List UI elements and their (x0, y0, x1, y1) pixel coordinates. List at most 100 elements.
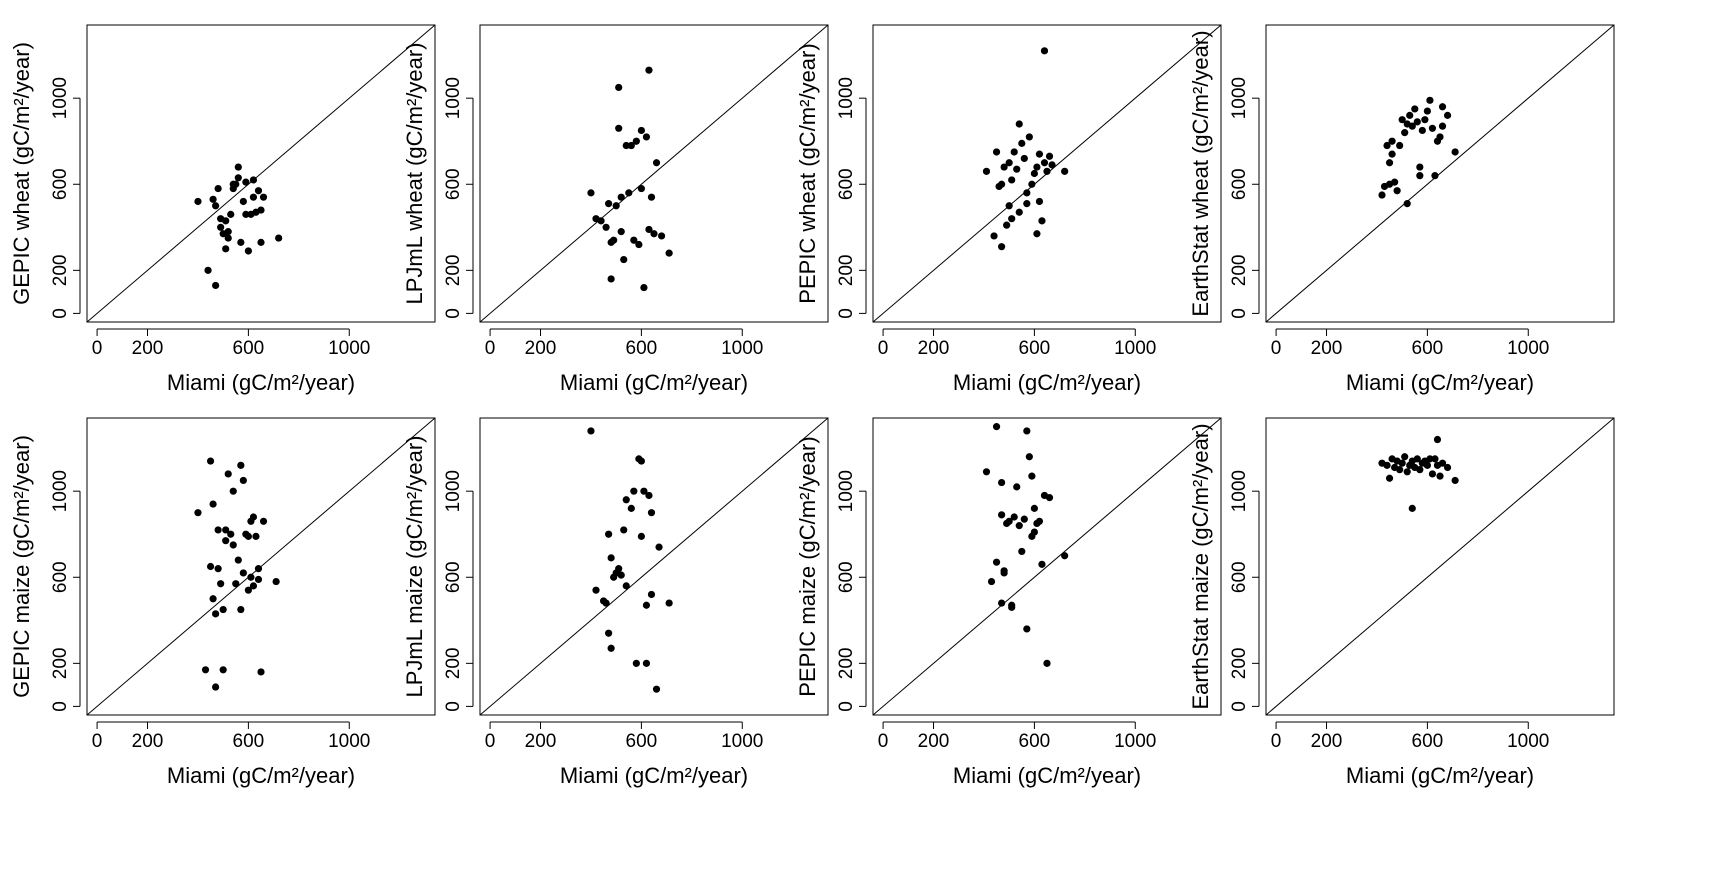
data-point (1033, 163, 1041, 171)
data-point (214, 565, 222, 573)
data-point (249, 582, 258, 590)
data-point (259, 193, 268, 201)
data-point (622, 496, 630, 504)
data-point (1426, 96, 1434, 104)
scatter-panel: 0 200 600 1000 0 200 600 1000 Miami (gC/m²/year)… (1188, 24, 1615, 395)
y-tick-label: 1000 (443, 470, 464, 512)
data-point (1393, 187, 1401, 195)
data-point (1385, 159, 1394, 167)
data-point (605, 200, 613, 208)
data-point (1018, 547, 1026, 556)
scatter-panel: 0 200 600 1000 0 200 600 1000 Miami (gC/m²/year)… (402, 417, 829, 788)
data-point (998, 511, 1006, 519)
y-tick-label: 1000 (1229, 470, 1250, 512)
data-point (1015, 120, 1023, 128)
data-point (229, 541, 237, 549)
data-point (1398, 459, 1406, 467)
data-point (244, 586, 252, 594)
data-point (630, 487, 638, 495)
data-point (1033, 230, 1041, 238)
data-point (1416, 163, 1424, 171)
data-point (234, 556, 242, 564)
y-tick-label: 0 (50, 308, 71, 319)
data-point (1000, 163, 1008, 171)
data-point (1015, 208, 1023, 216)
data-point (998, 478, 1006, 487)
data-point (244, 532, 252, 540)
data-point (237, 238, 245, 246)
y-tick-label: 600 (1229, 168, 1250, 200)
data-point (607, 644, 615, 652)
one-to-one-line (87, 25, 435, 322)
data-point (201, 666, 210, 674)
data-point (655, 543, 663, 551)
x-tick-label: 600 (1019, 731, 1051, 752)
scatter-panel: 0 200 600 1000 0 200 600 1000 Miami (gC/m²/year)… (1188, 417, 1615, 788)
y-tick-label: 200 (836, 254, 857, 286)
data-point (615, 124, 623, 132)
data-point (254, 565, 263, 573)
x-tick-label: 0 (92, 731, 103, 752)
data-point (632, 659, 640, 667)
x-tick-label: 1000 (328, 731, 370, 752)
data-point (222, 537, 230, 545)
data-point (1005, 202, 1013, 210)
plot-frame (479, 417, 829, 716)
data-point (1010, 513, 1018, 521)
data-point (602, 599, 610, 607)
data-point (1388, 150, 1396, 158)
y-tick-label: 600 (1229, 561, 1250, 593)
data-point (212, 281, 220, 290)
data-point (204, 266, 212, 274)
x-axis-title: Miami (gC/m²/year) (1346, 370, 1534, 395)
y-tick-label: 600 (443, 561, 464, 593)
data-point (222, 245, 230, 253)
scatter-panel: 0 200 600 1000 0 200 600 1000 Miami (gC/m²/year)… (9, 417, 436, 788)
y-tick-label: 600 (836, 561, 857, 593)
y-axis-title: EarthStat wheat (gC/m²/year) (1188, 30, 1213, 316)
data-point (1436, 472, 1444, 480)
data-point (605, 629, 613, 637)
data-point (990, 232, 998, 240)
x-axis-title: Miami (gC/m²/year) (560, 763, 748, 788)
data-point (219, 666, 227, 674)
y-tick-label: 0 (836, 701, 857, 712)
one-to-one-line (1266, 418, 1614, 715)
data-point (597, 217, 605, 225)
data-point (665, 599, 673, 607)
data-point (637, 532, 645, 540)
data-point (227, 530, 235, 538)
data-point (252, 532, 260, 540)
data-point (1413, 455, 1421, 463)
data-point (647, 590, 656, 599)
y-tick-label: 0 (836, 308, 857, 319)
data-point (657, 232, 666, 240)
data-point (1061, 167, 1069, 175)
data-point (1451, 148, 1459, 156)
y-tick-label: 200 (443, 647, 464, 679)
data-point (1020, 515, 1028, 523)
data-point (1396, 466, 1404, 474)
data-point (249, 513, 258, 521)
y-tick-label: 200 (1229, 647, 1250, 679)
data-point (214, 184, 222, 193)
x-tick-label: 600 (1019, 338, 1051, 359)
y-tick-label: 200 (1229, 254, 1250, 286)
data-point (647, 509, 656, 517)
y-tick-label: 200 (836, 647, 857, 679)
y-tick-label: 1000 (836, 470, 857, 512)
data-point (998, 180, 1006, 188)
data-point (224, 228, 232, 236)
data-point (617, 193, 625, 201)
data-point (237, 605, 245, 614)
data-point (234, 163, 242, 171)
scatter-panel: 0 200 600 1000 0 200 600 1000 Miami (gC/m²/year)… (795, 417, 1222, 788)
x-tick-label: 1000 (721, 731, 763, 752)
data-point (217, 223, 225, 231)
data-point (1040, 47, 1049, 55)
data-point (1408, 504, 1416, 512)
data-point (1416, 172, 1424, 180)
data-point (1043, 167, 1051, 175)
data-point (665, 249, 673, 257)
data-point (234, 174, 242, 182)
